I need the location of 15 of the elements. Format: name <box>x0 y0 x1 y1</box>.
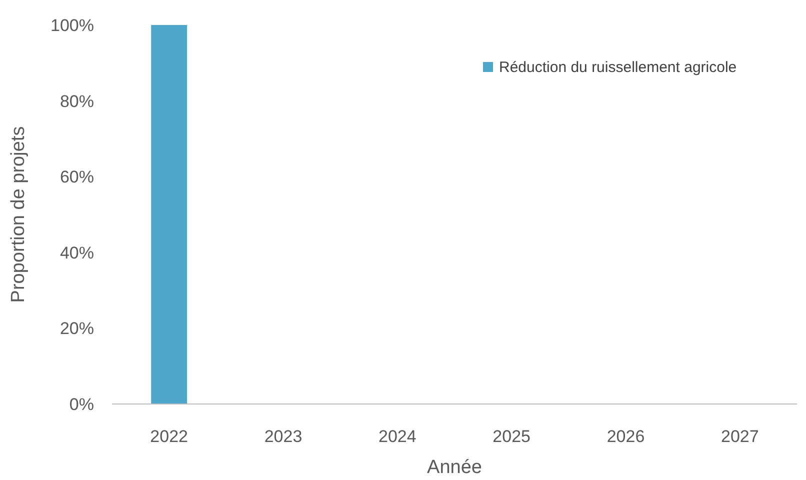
x-tick-label: 2024 <box>378 427 416 446</box>
x-tick-label: 2026 <box>606 427 645 446</box>
x-tick-label: 2025 <box>492 427 530 446</box>
x-tick-label: 2022 <box>150 427 188 446</box>
x-tick-label: 2023 <box>264 427 302 446</box>
legend-label: Réduction du ruissellement agricole <box>499 59 737 76</box>
y-tick-label: 80% <box>60 92 94 111</box>
y-axis-title: Proportion de projets <box>8 126 29 303</box>
y-tick-label: 0% <box>69 394 94 414</box>
y-tick-label: 20% <box>60 319 94 338</box>
y-tick-label: 60% <box>60 168 94 187</box>
x-tick-label: 2027 <box>721 427 759 446</box>
x-axis-title: Année <box>427 457 482 478</box>
y-tick-label: 40% <box>60 243 94 262</box>
y-tick-label: 100% <box>50 16 94 35</box>
